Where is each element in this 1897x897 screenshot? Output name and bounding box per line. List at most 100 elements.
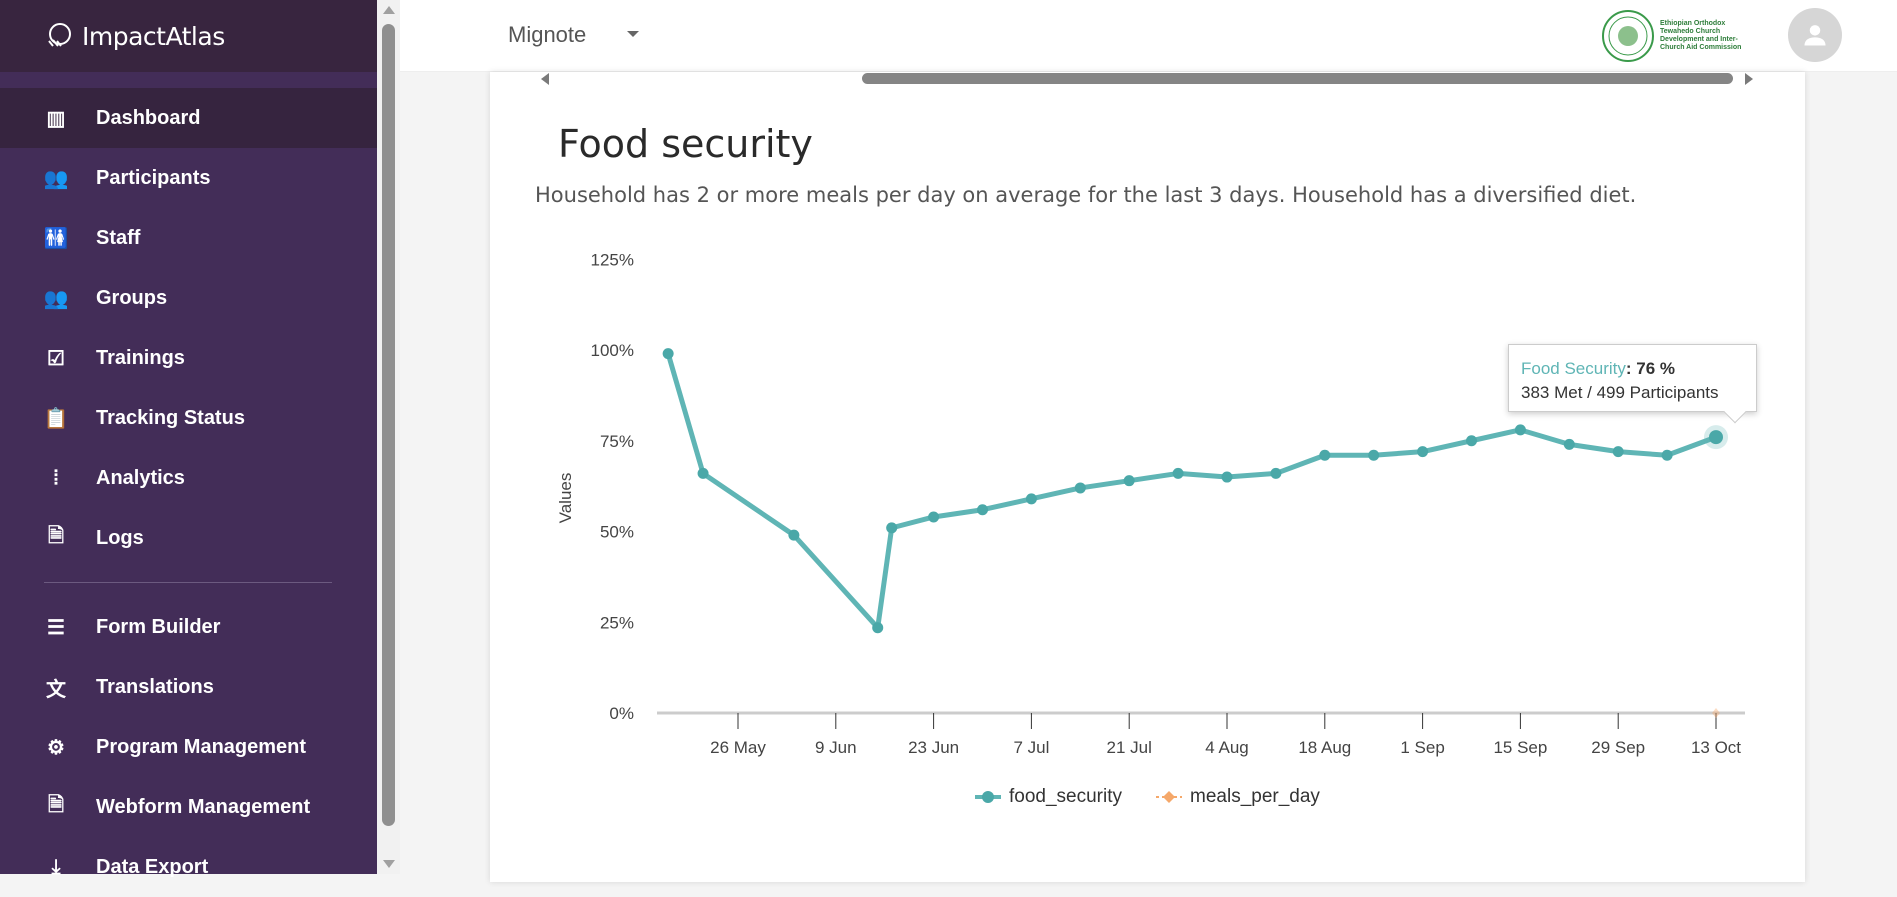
sidebar-item-tracking-status[interactable]: 📋 Tracking Status	[0, 388, 377, 448]
meals-per-day-point	[1712, 708, 1720, 718]
sidebar-item-groups[interactable]: 👥 Groups	[0, 268, 377, 328]
sidebar-item-program-management[interactable]: ⚙ Program Management	[0, 717, 377, 777]
sidebar-item-label: Analytics	[96, 466, 185, 489]
food-security-point	[1514, 424, 1526, 436]
x-tick-label: 1 Sep	[1400, 738, 1444, 757]
sidebar-item-trainings[interactable]: ☑ Trainings	[0, 328, 377, 388]
food-security-point	[886, 522, 898, 534]
food-security-point	[1270, 467, 1282, 479]
top-bar: Mignote Ethiopian Orthodox Tewahedo Chur…	[400, 0, 1897, 72]
list-icon: ☰	[47, 616, 65, 639]
org-seal-icon	[1602, 10, 1654, 62]
chevron-down-icon[interactable]	[627, 31, 639, 37]
x-tick-label: 23 Jun	[908, 738, 959, 757]
food-security-point	[788, 529, 800, 541]
food-security-point	[928, 511, 940, 523]
translate-icon: 文	[46, 678, 66, 701]
clipboard-icon: 📋	[43, 407, 69, 430]
sidebar-item-staff[interactable]: 🚻 Staff	[0, 208, 377, 268]
sidebar-item-label: Trainings	[96, 346, 185, 369]
food-security-point	[662, 348, 674, 360]
food-security-point	[1319, 449, 1331, 461]
food-security-point	[1123, 475, 1135, 487]
sidebar-item-logs[interactable]: 🗎 Logs	[0, 508, 377, 568]
food-security-point	[697, 467, 709, 479]
org-logo-text: Ethiopian Orthodox Tewahedo Church Devel…	[1660, 20, 1742, 51]
chart-tooltip: Food Security: 76 % 383 Met / 499 Partic…	[1508, 344, 1757, 424]
x-tick-label: 7 Jul	[1013, 738, 1049, 757]
user-avatar[interactable]	[1788, 8, 1842, 62]
groups-icon: 👥	[43, 287, 69, 310]
y-tick-label: 125%	[591, 250, 634, 269]
food-security-line	[665, 352, 1717, 631]
x-tick-label: 13 Oct	[1691, 738, 1741, 757]
sidebar-item-label: Participants	[96, 166, 211, 189]
impactatlas-logo-icon	[48, 23, 71, 47]
sidebar-item-label: Logs	[96, 526, 144, 549]
x-tick-label: 9 Jun	[815, 738, 857, 757]
y-axis-label: Values	[556, 473, 575, 524]
food-security-point	[1612, 446, 1624, 458]
sidebar: ImpactAtlas ▥ Dashboard 👥 Participants 🚻 Staf…	[0, 0, 377, 878]
legend-marker-meals-per-day	[1156, 791, 1183, 803]
sidebar-item-label: Program Management	[96, 735, 307, 758]
sidebar-item-webform-management[interactable]: 🗎 Webform Management	[0, 777, 377, 837]
sidebar-item-data-export[interactable]: ⤓ Data Export	[0, 837, 377, 897]
sidebar-item-form-builder[interactable]: ☰ Form Builder	[0, 597, 377, 657]
y-tick-label: 100%	[591, 341, 634, 360]
food-security-point	[977, 504, 988, 516]
sidebar-item-translations[interactable]: 文 Translations	[0, 657, 377, 717]
sidebar-item-label: Tracking Status	[96, 406, 245, 429]
y-tick-label: 0%	[609, 704, 634, 723]
sidebar-item-label: Webform Management	[96, 795, 311, 818]
section-description: Household has 2 or more meals per day on…	[535, 183, 1637, 207]
waveform-icon: ⦙	[53, 466, 59, 489]
legend-item-food-security[interactable]: food_security	[975, 786, 1122, 808]
brand[interactable]: ImpactAtlas	[0, 0, 377, 72]
legend-item-meals-per-day[interactable]: meals_per_day	[1156, 786, 1320, 808]
gear-icon: ⚙	[47, 736, 65, 759]
food-security-point	[1074, 482, 1086, 494]
y-tick-label: 25%	[600, 613, 634, 632]
download-icon: ⤓	[51, 855, 61, 878]
line-chart: 0% 25% 50% 75% 100% 125% 26 May 9 Jun 23 Jun 7 Ju…	[556, 250, 1745, 757]
x-tick-label: 4 Aug	[1205, 738, 1249, 757]
tooltip-series: Food Security	[1521, 359, 1626, 378]
food-security-point	[1563, 438, 1575, 450]
sidebar-item-label: Data Export	[96, 855, 209, 878]
food-security-point	[1417, 446, 1429, 458]
horizontal-scrollbar[interactable]	[537, 71, 1757, 87]
sidebar-item-label: Translations	[96, 675, 214, 698]
sidebar-item-analytics[interactable]: ⦙ Analytics	[0, 448, 377, 508]
legend-label: meals_per_day	[1190, 786, 1320, 807]
food-security-point	[1368, 449, 1380, 461]
food-security-point	[1172, 467, 1184, 479]
sidebar-item-label: Staff	[96, 226, 141, 249]
bar-chart-icon: ▥	[46, 107, 66, 130]
org-logo: Ethiopian Orthodox Tewahedo Church Devel…	[1600, 8, 1760, 64]
vertical-scrollbar[interactable]	[377, 0, 400, 874]
x-tick-label: 18 Aug	[1298, 738, 1351, 757]
tooltip-detail: 383 Met / 499 Participants	[1521, 383, 1719, 402]
sidebar-item-participants[interactable]: 👥 Participants	[0, 148, 377, 208]
x-tick-label: 29 Sep	[1591, 738, 1645, 757]
program-select[interactable]: Mignote	[508, 22, 587, 47]
clipboard-check-icon: ☑	[47, 347, 65, 370]
food-security-point	[1221, 471, 1233, 483]
x-tick-label: 26 May	[710, 738, 766, 757]
person-icon	[1804, 25, 1826, 46]
sidebar-item-label: Dashboard	[96, 106, 201, 129]
chart-legend: food_security meals_per_day	[975, 786, 1320, 808]
people-icon: 👥	[43, 167, 69, 190]
food-security-point	[1709, 430, 1723, 445]
document-icon: 🗎	[47, 525, 65, 547]
y-tick-label: 75%	[600, 432, 634, 451]
sidebar-item-dashboard[interactable]: ▥ Dashboard	[0, 88, 377, 148]
document-icon: 🗎	[47, 794, 65, 816]
legend-label: food_security	[1009, 786, 1123, 807]
y-tick-label: 50%	[600, 523, 634, 542]
staff-icon: 🚻	[43, 227, 69, 250]
app-name: ImpactAtlas	[82, 21, 225, 51]
food-security-point	[872, 622, 884, 634]
food-security-point	[1661, 449, 1673, 461]
